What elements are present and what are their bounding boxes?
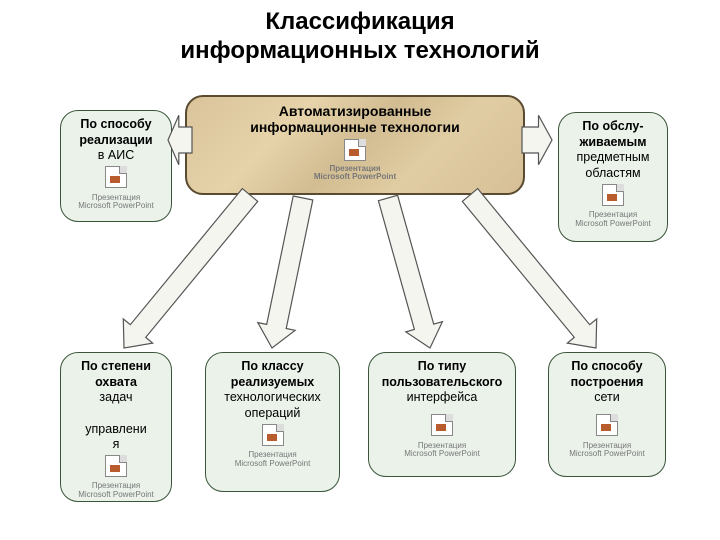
central-line2: информационные технологии bbox=[195, 119, 515, 135]
powerpoint-icon bbox=[596, 414, 618, 436]
powerpoint-icon bbox=[431, 414, 453, 436]
node-realization-ais: По способу реализации в АИС ПрезентацияM… bbox=[60, 110, 172, 222]
title-line2: информационных технологий bbox=[180, 37, 539, 64]
icon-caption: ПрезентацияMicrosoft PowerPoint bbox=[195, 165, 515, 182]
node-network-build: По способу построения сети ПрезентацияMi… bbox=[548, 352, 666, 477]
node-user-interface: По типу пользовательского интерфейса Пре… bbox=[368, 352, 516, 477]
title-line1: Классификация bbox=[265, 8, 454, 35]
powerpoint-icon bbox=[602, 184, 624, 206]
node-task-coverage: По степени охвата задач управлени я През… bbox=[60, 352, 172, 502]
central-line1: Автоматизированные bbox=[195, 103, 515, 119]
node-tech-operations: По классу реализуемых технологических оп… bbox=[205, 352, 340, 492]
powerpoint-icon bbox=[105, 166, 127, 188]
central-node: Автоматизированные информационные технол… bbox=[185, 95, 525, 195]
node-subject-areas: По обслу- живаемым предметным областям П… bbox=[558, 112, 668, 242]
powerpoint-icon bbox=[262, 424, 284, 446]
page-title: Классификация информационных технологий bbox=[0, 0, 720, 66]
powerpoint-icon bbox=[105, 455, 127, 477]
powerpoint-icon bbox=[344, 139, 366, 161]
